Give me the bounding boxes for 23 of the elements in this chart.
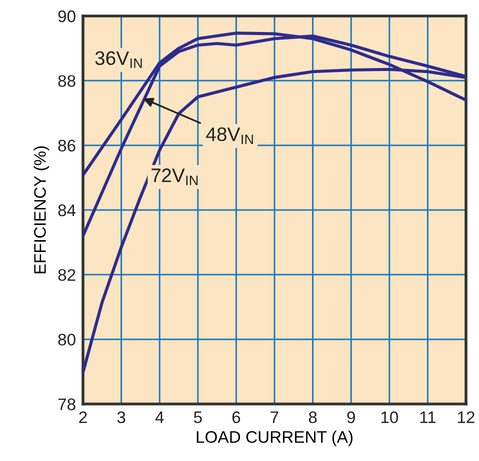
y-tick-label: 88 [58,75,76,87]
y-tick-label: 82 [58,269,76,281]
annotation: 36V$_{IN}$ [95,51,142,68]
annotation: 48V$_{IN}$ [206,127,253,144]
x-tick-label: 9 [347,411,355,424]
x-tick-label: 4 [155,412,164,424]
y-tick-label: 86 [58,140,76,152]
x-tick-label: 8 [308,411,317,424]
y-tick-label: 80 [58,334,76,346]
y-tick-label: 78 [58,398,76,410]
x-tick-label: 3 [117,411,126,424]
annotation: 72V$_{IN}$ [152,168,198,186]
y-tick-label: 84 [58,204,76,216]
x-tick-label: 5 [194,412,202,424]
x-tick-label: 7 [270,412,278,424]
x-tick-label: 6 [232,411,240,424]
y-tick-label: 90 [58,10,76,22]
x-tick-label: 12 [458,411,474,424]
x-axis-title: LOAD CURRENT (A) [196,430,352,446]
x-tick-label: 2 [79,411,87,424]
y-axis-title: EFFICIENCY (%) [34,146,50,274]
x-tick-label: 10 [381,411,398,424]
x-tick-label: 11 [420,412,436,424]
